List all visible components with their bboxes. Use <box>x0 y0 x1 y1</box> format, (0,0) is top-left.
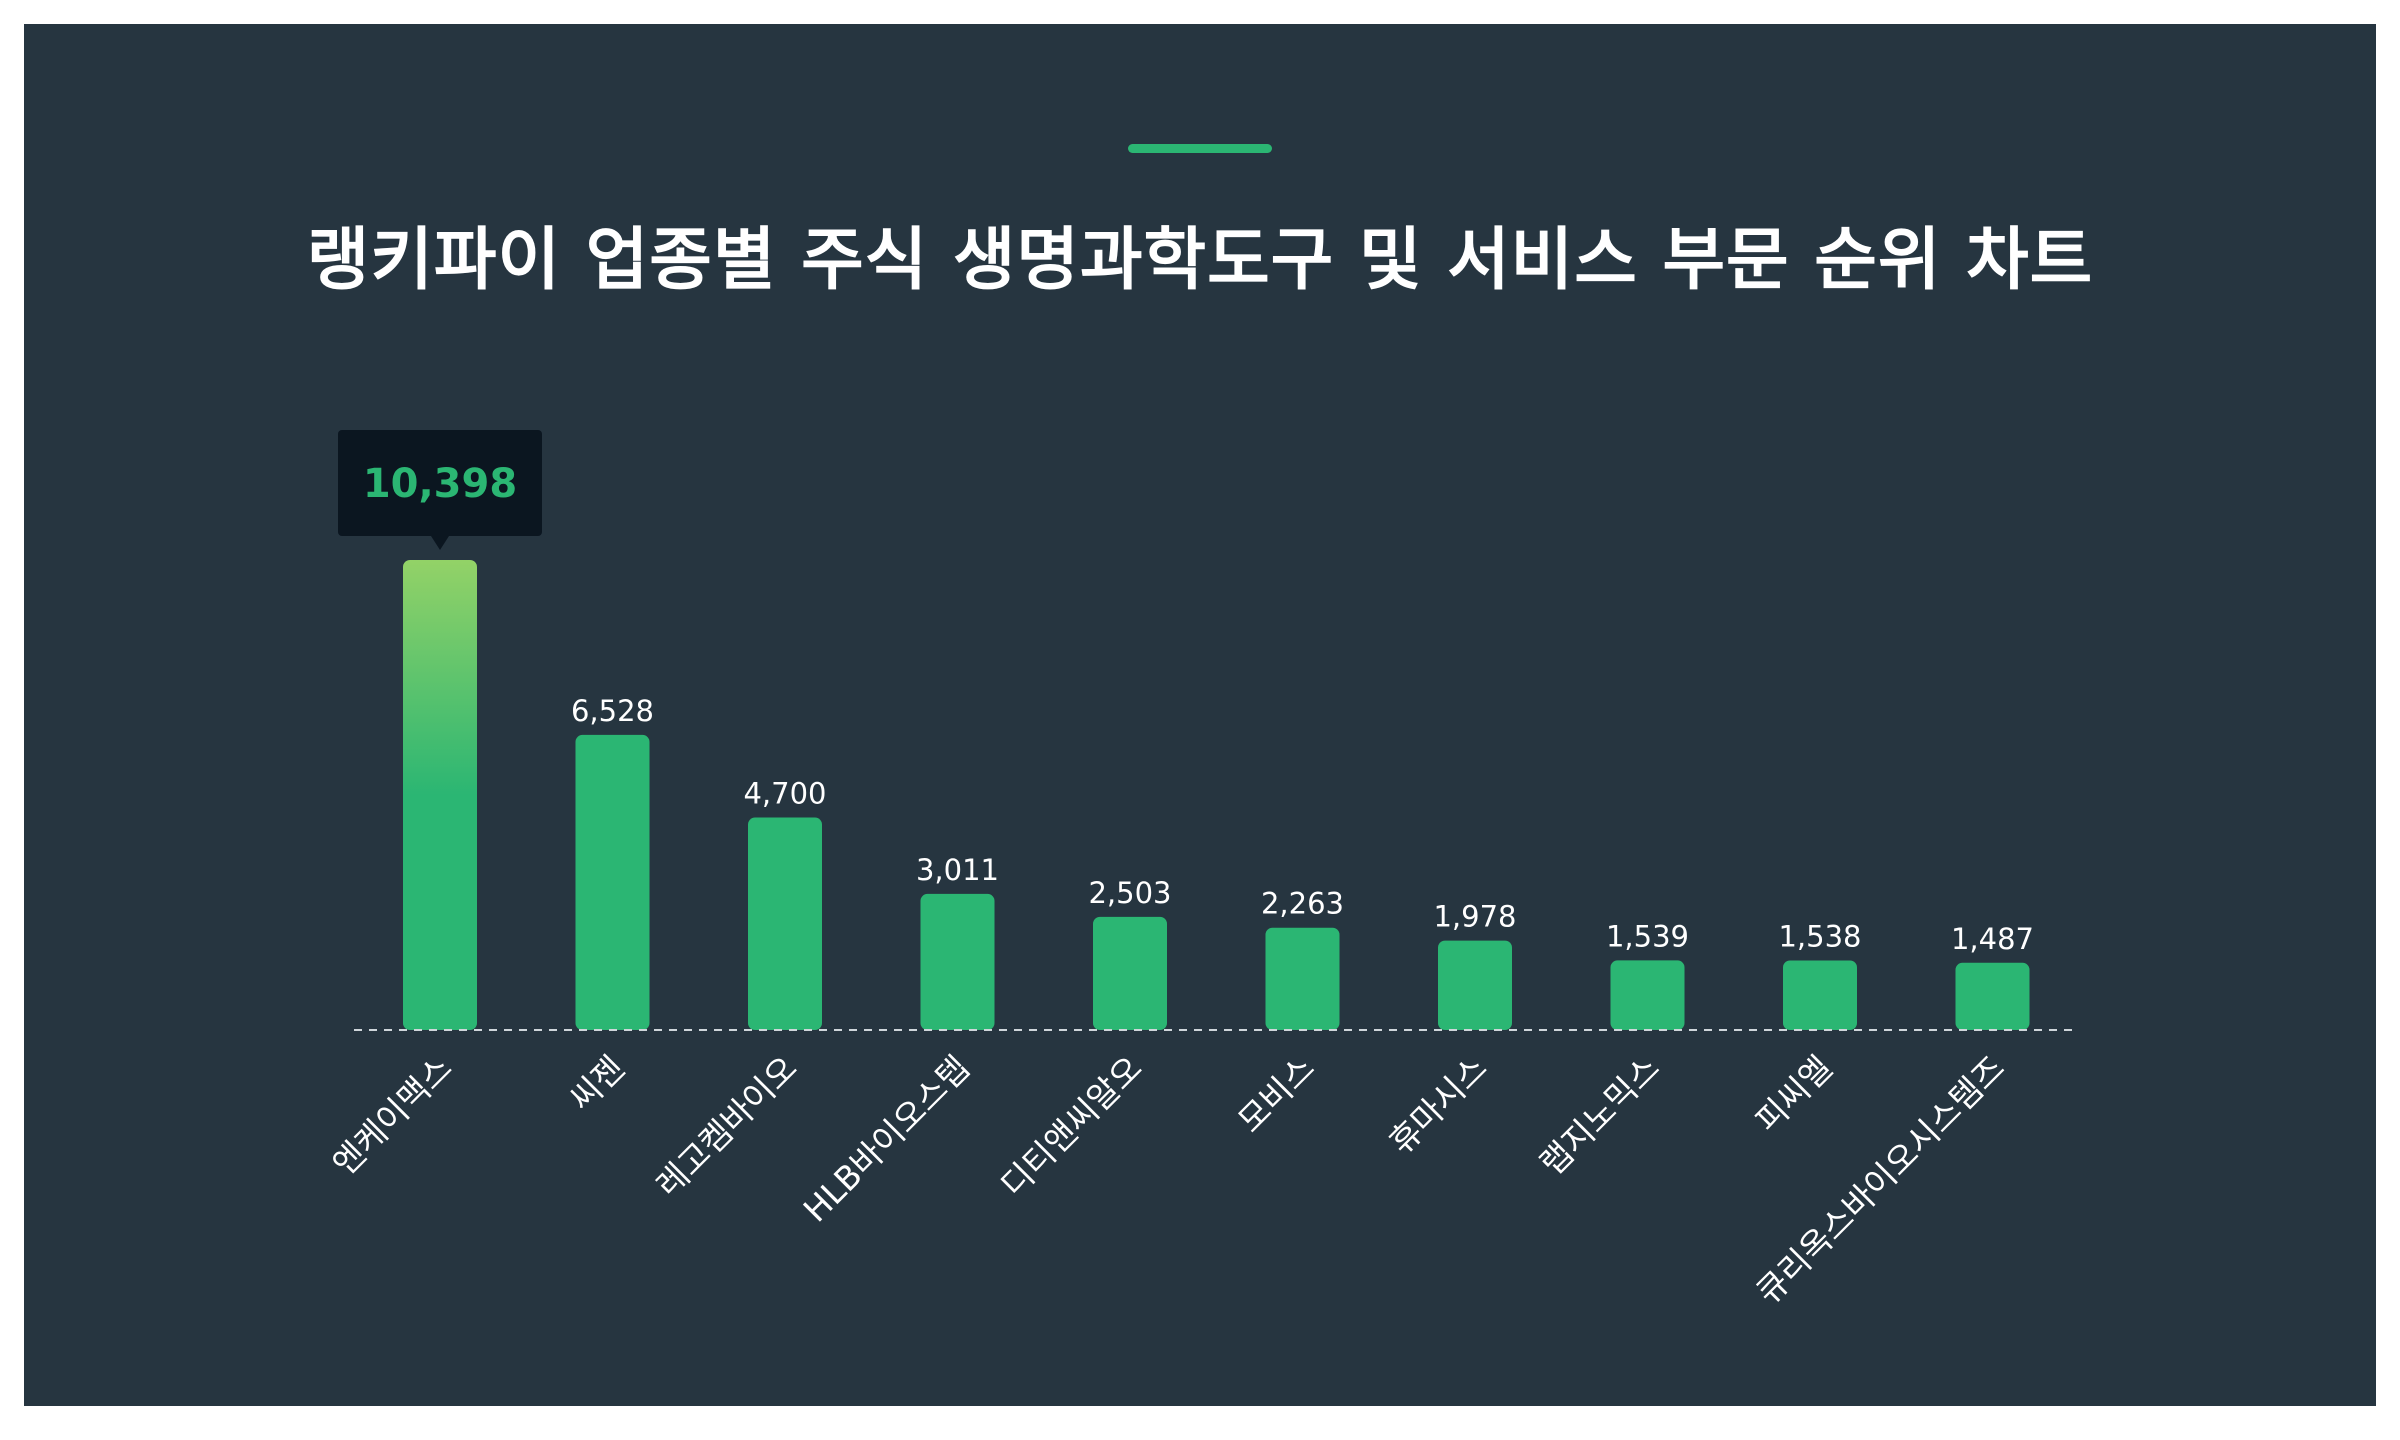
bar-4 <box>1093 916 1167 1030</box>
x-tick-label-2: 레고켐바이오 <box>648 1048 804 1204</box>
x-tick-label-4: 디티앤씨알오 <box>993 1048 1149 1204</box>
x-tick-label-8: 피씨엘 <box>1748 1048 1840 1140</box>
bar-value-label-1: 6,528 <box>571 694 654 728</box>
x-tick-label-3: HLB바이오스텝 <box>796 1048 977 1229</box>
bar-0 <box>403 560 477 1030</box>
bar-3 <box>920 893 995 1030</box>
bar-7 <box>1610 960 1685 1030</box>
x-tick-label-1: 씨젠 <box>562 1048 633 1119</box>
bar-value-label-4: 2,503 <box>1088 876 1171 910</box>
bar-value-label-9: 1,487 <box>1951 922 2034 956</box>
bar-5 <box>1265 927 1340 1030</box>
title-accent-bar <box>1128 144 1272 153</box>
chart-title: 랭키파이 업종별 주식 생명과학도구 및 서비스 부문 순위 차트 <box>306 221 2094 300</box>
bar-value-label-8: 1,538 <box>1778 919 1861 953</box>
bar-value-label-7: 1,539 <box>1606 919 1689 953</box>
bar-value-label-6: 1,978 <box>1433 900 1516 934</box>
x-tick-label-7: 랩지노믹스 <box>1532 1048 1667 1183</box>
bar-2 <box>748 817 822 1030</box>
bar-6 <box>1438 940 1512 1030</box>
bar-9 <box>1955 962 2030 1030</box>
tooltip-value-label: 10,398 <box>363 461 517 507</box>
x-tick-label-5: 모비스 <box>1230 1048 1322 1140</box>
x-tick-label-6: 휴마시스 <box>1381 1048 1494 1161</box>
tooltip-pointer <box>431 536 449 550</box>
x-tick-label-0: 엔케이맥스 <box>325 1048 460 1183</box>
bar-chart: 10,398 엔케이맥스 6,528 씨젠 4,700 레고켐바이오 3,011 HLB바이오… <box>325 430 2076 1312</box>
bar-value-label-3: 3,011 <box>916 853 999 887</box>
chart-panel: 랭키파이 업종별 주식 생명과학도구 및 서비스 부문 순위 차트 10,398… <box>24 24 2376 1406</box>
bar-value-label-5: 2,263 <box>1261 887 1344 921</box>
bar-8 <box>1783 960 1857 1030</box>
bar-value-label-2: 4,700 <box>743 777 826 811</box>
value-tooltip <box>338 430 542 536</box>
bar-1 <box>575 734 650 1030</box>
